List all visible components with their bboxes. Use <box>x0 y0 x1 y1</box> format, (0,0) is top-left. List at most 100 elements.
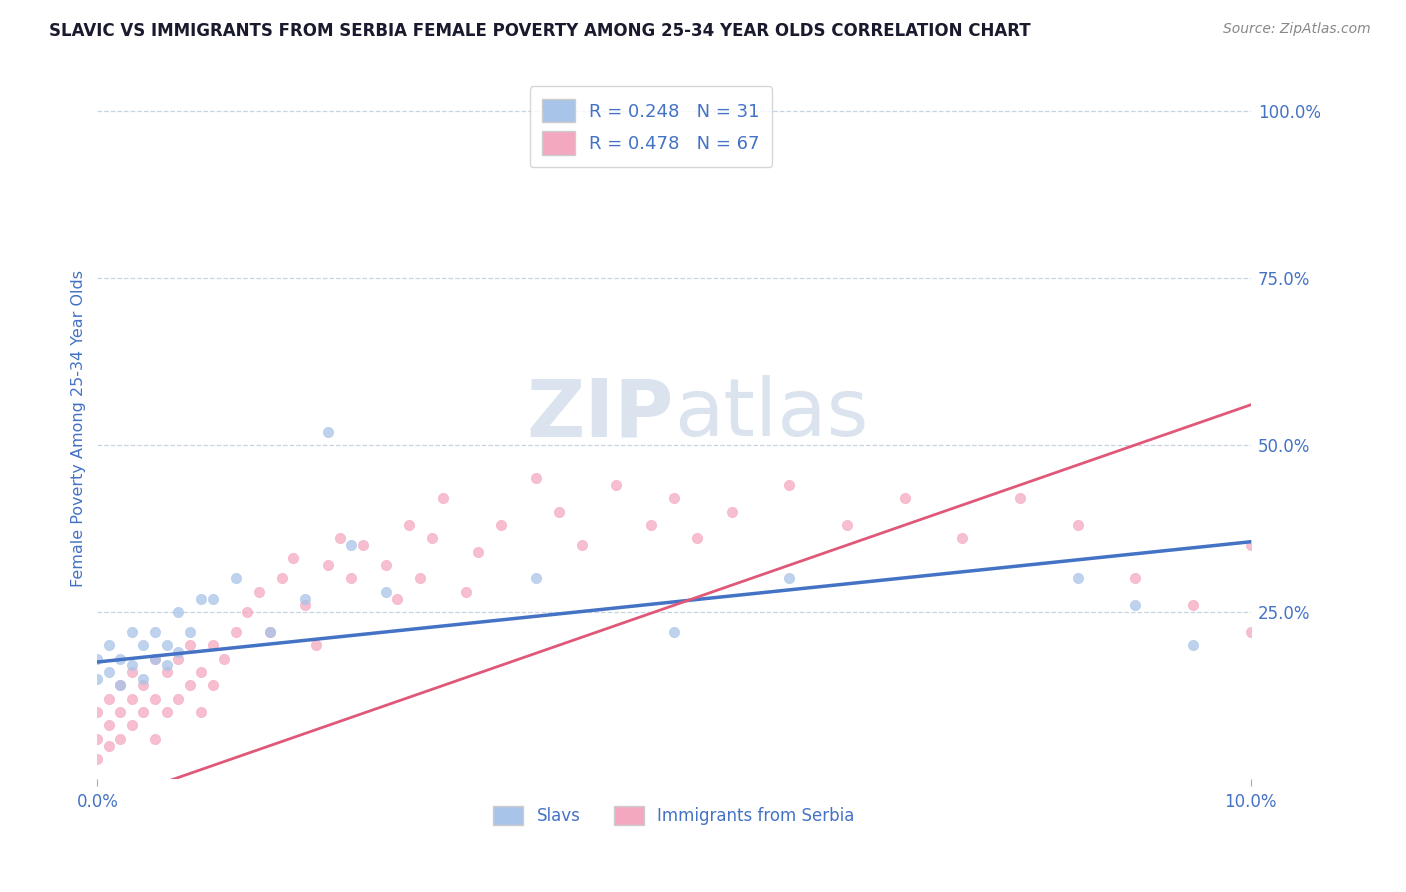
Point <box>143 731 166 746</box>
Point <box>86 752 108 766</box>
Point <box>121 665 143 679</box>
Point <box>167 605 190 619</box>
Point <box>86 705 108 719</box>
Point <box>640 518 662 533</box>
Point <box>225 624 247 639</box>
Point <box>179 624 201 639</box>
Point <box>374 585 396 599</box>
Point <box>132 638 155 652</box>
Text: Source: ZipAtlas.com: Source: ZipAtlas.com <box>1223 22 1371 37</box>
Point <box>398 518 420 533</box>
Point <box>387 591 409 606</box>
Point <box>467 545 489 559</box>
Point <box>720 505 742 519</box>
Point <box>97 718 120 732</box>
Point <box>110 678 132 692</box>
Point <box>571 538 593 552</box>
Point <box>97 638 120 652</box>
Point <box>686 532 709 546</box>
Point <box>1240 538 1263 552</box>
Point <box>1182 638 1205 652</box>
Point <box>456 585 478 599</box>
Point <box>179 638 201 652</box>
Point <box>132 672 155 686</box>
Point <box>155 658 177 673</box>
Text: ZIP: ZIP <box>527 376 673 453</box>
Point <box>247 585 270 599</box>
Point <box>155 638 177 652</box>
Point <box>489 518 512 533</box>
Point <box>132 678 155 692</box>
Point <box>294 591 316 606</box>
Point <box>225 572 247 586</box>
Point <box>121 691 143 706</box>
Point <box>1240 624 1263 639</box>
Point <box>1010 491 1032 506</box>
Point <box>259 624 281 639</box>
Point <box>547 505 569 519</box>
Point <box>167 645 190 659</box>
Point <box>835 518 858 533</box>
Point <box>605 478 627 492</box>
Point <box>97 665 120 679</box>
Y-axis label: Female Poverty Among 25-34 Year Olds: Female Poverty Among 25-34 Year Olds <box>72 269 86 587</box>
Point <box>110 678 132 692</box>
Point <box>316 425 339 439</box>
Point <box>294 598 316 612</box>
Point <box>316 558 339 573</box>
Point <box>86 651 108 665</box>
Point <box>201 638 224 652</box>
Point <box>340 538 363 552</box>
Point <box>155 665 177 679</box>
Point <box>110 705 132 719</box>
Legend: Slavs, Immigrants from Serbia: Slavs, Immigrants from Serbia <box>485 797 863 834</box>
Text: SLAVIC VS IMMIGRANTS FROM SERBIA FEMALE POVERTY AMONG 25-34 YEAR OLDS CORRELATIO: SLAVIC VS IMMIGRANTS FROM SERBIA FEMALE … <box>49 22 1031 40</box>
Point <box>86 672 108 686</box>
Point <box>121 718 143 732</box>
Point <box>778 478 800 492</box>
Text: atlas: atlas <box>673 376 869 453</box>
Point <box>86 731 108 746</box>
Point <box>662 491 685 506</box>
Point <box>305 638 328 652</box>
Point <box>143 691 166 706</box>
Point <box>236 605 259 619</box>
Point <box>352 538 374 552</box>
Point <box>121 658 143 673</box>
Point <box>1125 598 1147 612</box>
Point <box>97 739 120 753</box>
Point <box>97 691 120 706</box>
Point <box>167 651 190 665</box>
Point <box>132 705 155 719</box>
Point <box>190 591 212 606</box>
Point <box>201 591 224 606</box>
Point <box>110 651 132 665</box>
Point <box>201 678 224 692</box>
Point <box>143 651 166 665</box>
Point <box>270 572 292 586</box>
Point <box>329 532 352 546</box>
Point <box>374 558 396 573</box>
Point <box>778 572 800 586</box>
Point <box>662 624 685 639</box>
Point <box>432 491 454 506</box>
Point <box>143 624 166 639</box>
Point <box>1067 518 1090 533</box>
Point <box>950 532 973 546</box>
Point <box>167 691 190 706</box>
Point <box>1067 572 1090 586</box>
Point <box>1182 598 1205 612</box>
Point <box>190 705 212 719</box>
Point <box>212 651 235 665</box>
Point <box>110 731 132 746</box>
Point <box>283 551 305 566</box>
Point <box>121 624 143 639</box>
Point <box>190 665 212 679</box>
Point <box>259 624 281 639</box>
Point <box>420 532 443 546</box>
Point <box>155 705 177 719</box>
Point <box>340 572 363 586</box>
Point <box>1125 572 1147 586</box>
Point <box>143 651 166 665</box>
Point <box>179 678 201 692</box>
